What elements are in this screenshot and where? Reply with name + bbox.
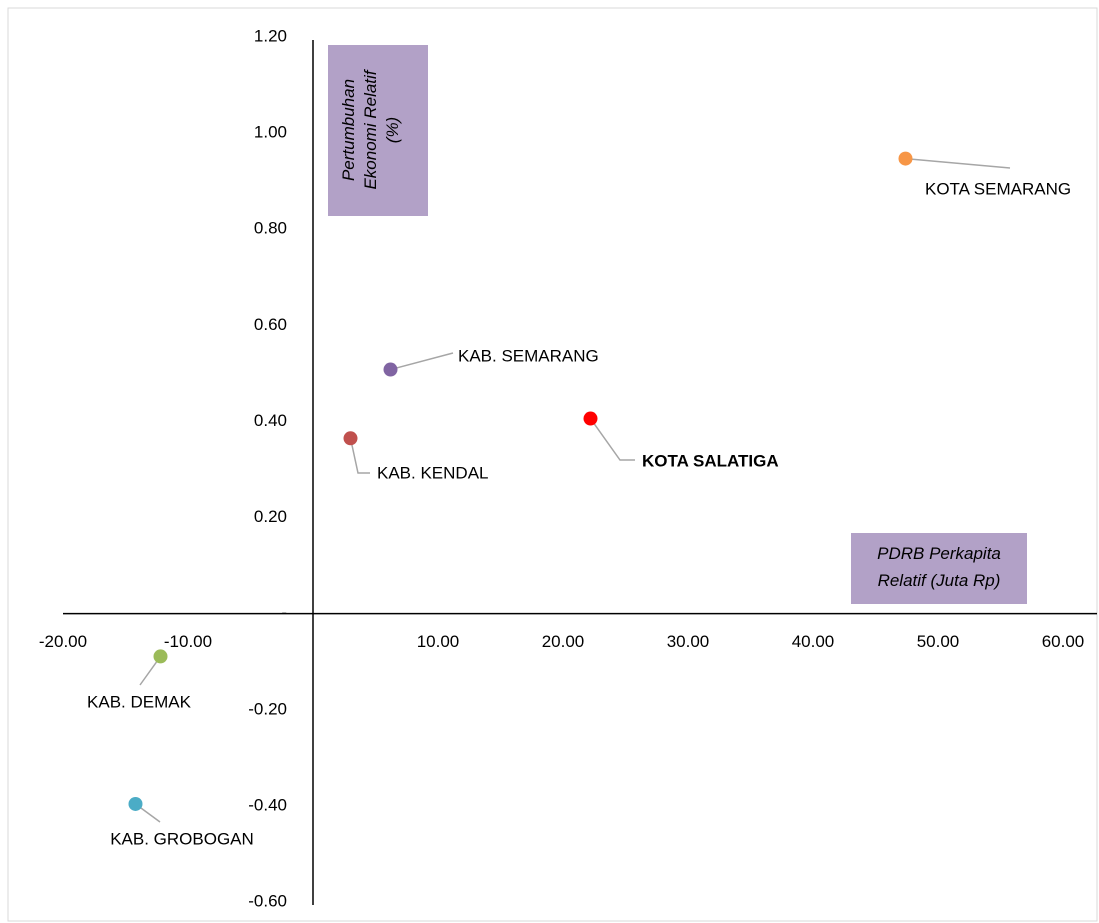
point [898, 151, 913, 166]
x-axis-label-line: PDRB Perkapita [877, 544, 1001, 563]
x-tick-label: 10.00 [417, 632, 460, 651]
point [383, 362, 398, 377]
x-axis-label: PDRB Perkapita Relatif (Juta Rp) [877, 544, 1001, 590]
point-label: KAB. DEMAK [87, 692, 192, 711]
x-tick-label: -20.00 [39, 632, 87, 651]
y-label-box [328, 45, 428, 216]
x-tick-label: 60.00 [1042, 632, 1085, 651]
point [343, 431, 358, 446]
y-tick-label: -0.20 [248, 699, 287, 718]
y-axis-label-line: Ekonomi Relatif [361, 68, 380, 189]
x-tick-label: 30.00 [667, 632, 710, 651]
x-axis-label-line: Relatif (Juta Rp) [878, 571, 1001, 590]
chart-frame [7, 7, 1098, 922]
y-tick-label: 1.00 [254, 123, 287, 142]
point [583, 411, 598, 426]
leader-line [390, 352, 454, 371]
y-tick-label: - [281, 603, 287, 622]
point [128, 796, 143, 811]
leader-line [905, 157, 1011, 169]
point [153, 649, 168, 664]
y-tick-label: 0.80 [254, 219, 287, 238]
point-label: KAB. KENDAL [377, 463, 489, 482]
point-label: KOTA SEMARANG [925, 179, 1071, 198]
y-tick-label: -0.40 [248, 795, 287, 814]
y-tick-label: 1.20 [254, 26, 287, 45]
point-label: KAB. SEMARANG [458, 346, 599, 365]
y-axis-label-line: Pertumbuhan [339, 79, 358, 181]
x-tick-label: 20.00 [542, 632, 585, 651]
y-axis-label-line: (%) [383, 117, 402, 143]
y-tick-label: -0.60 [248, 891, 287, 910]
y-tick-label: 0.40 [254, 411, 287, 430]
y-axis-label: Pertumbuhan Ekonomi Relatif (%) [339, 68, 402, 189]
y-tick-label: 0.20 [254, 507, 287, 526]
leader-line [589, 418, 635, 461]
x-tick-label: 50.00 [917, 632, 960, 651]
x-tick-label: 40.00 [792, 632, 835, 651]
x-label-box [851, 533, 1027, 604]
y-tick-label: 0.60 [254, 315, 287, 334]
point-label: KAB. GROBOGAN [110, 829, 254, 848]
point-label: KOTA SALATIGA [642, 451, 779, 470]
x-tick-label: -10.00 [164, 632, 212, 651]
leader-line [349, 438, 370, 474]
